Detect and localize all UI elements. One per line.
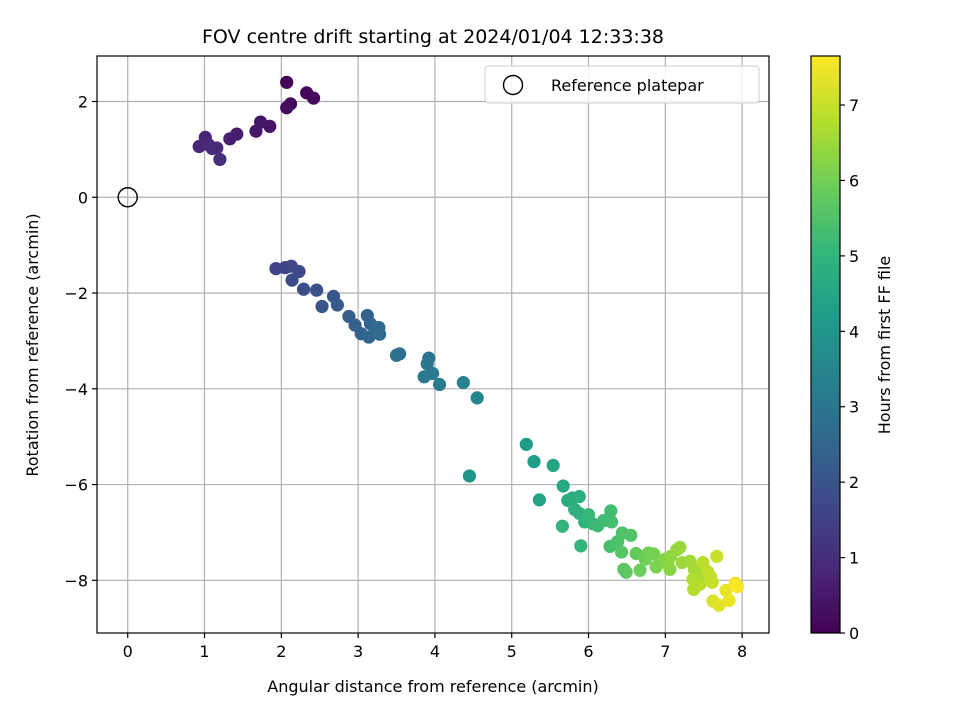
scatter-point <box>280 101 294 115</box>
scatter-point <box>619 565 633 579</box>
scatter-point <box>527 454 541 469</box>
scatter-point <box>633 563 647 577</box>
colorbar-tick-label: 3 <box>849 398 859 417</box>
colorbar-gradient <box>811 56 840 633</box>
x-tick-label: 6 <box>583 642 593 661</box>
scatter-point <box>249 124 263 138</box>
y-tick-label: −2 <box>64 284 88 303</box>
y-tick-label: 0 <box>78 188 88 207</box>
scatter-point <box>306 91 321 105</box>
colorbar-tick-label: 1 <box>849 549 859 568</box>
scatter-point <box>330 298 344 312</box>
y-tick-label: −6 <box>64 476 88 495</box>
scatter-point <box>456 375 470 390</box>
scatter-point <box>673 540 687 554</box>
reference-platepar-marker <box>117 187 138 208</box>
x-tick-label: 2 <box>276 642 286 661</box>
colorbar-tick-label: 2 <box>849 473 859 492</box>
scatter-point <box>432 377 447 392</box>
scatter-point <box>470 391 484 405</box>
x-axis-label: Angular distance from reference (arcmin) <box>267 677 598 696</box>
colorbar-tick-label: 0 <box>849 624 859 643</box>
scatter-point <box>722 593 736 608</box>
scatter-point <box>604 504 618 518</box>
scatter-point <box>310 283 324 297</box>
colorbar-tick-label: 6 <box>849 171 859 190</box>
scatter-point <box>285 273 299 287</box>
scatter-point <box>555 519 570 533</box>
y-axis-label: Rotation from reference (arcmin) <box>23 213 42 476</box>
colorbar: 0 1 2 3 4 5 6 7 <box>810 55 859 643</box>
x-axis-ticks: 0 1 2 3 4 5 6 7 8 <box>123 633 747 661</box>
y-tick-label: −8 <box>64 571 88 590</box>
scatter-point <box>280 75 294 89</box>
scatter-point <box>693 577 707 591</box>
scatter-point <box>519 437 533 451</box>
scatter-point <box>532 493 546 507</box>
plot-area: 0 1 2 3 4 5 6 7 8 −8 −6 −4 −2 0 2 <box>64 55 770 661</box>
x-tick-label: 4 <box>430 642 440 661</box>
colorbar-tick-label: 5 <box>849 247 859 266</box>
legend: Reference platepar <box>484 65 760 104</box>
x-tick-label: 1 <box>199 642 209 661</box>
scatter-points <box>192 75 745 612</box>
legend-entry-reference-platepar: Reference platepar <box>551 76 704 95</box>
scatter-point <box>604 515 619 529</box>
colorbar-tick-label: 4 <box>849 322 859 341</box>
scatter-point <box>213 152 227 167</box>
scatter-point <box>392 347 407 361</box>
legend-box <box>484 65 760 104</box>
scatter-point <box>710 549 724 563</box>
plot-frame <box>96 55 770 634</box>
scatter-point <box>705 575 719 589</box>
scatter-point <box>420 357 434 371</box>
x-tick-label: 3 <box>353 642 363 661</box>
colorbar-label: Hours from first FF file <box>875 256 894 435</box>
x-tick-label: 5 <box>507 642 517 661</box>
scatter-point <box>730 579 745 594</box>
y-tick-label: −4 <box>64 380 88 399</box>
scatter-point <box>426 366 440 381</box>
x-tick-label: 0 <box>123 642 133 661</box>
scatter-point <box>624 528 638 542</box>
scatter-point <box>556 479 570 493</box>
scatter-point <box>223 132 237 146</box>
y-axis-ticks: −8 −6 −4 −2 0 2 <box>64 92 97 590</box>
x-tick-label: 8 <box>737 642 747 661</box>
scatter-point <box>373 327 387 341</box>
chart-title: FOV centre drift starting at 2024/01/04 … <box>202 26 664 48</box>
legend-marker-icon <box>502 74 524 96</box>
colorbar-tick-label: 7 <box>849 96 859 115</box>
scatter-point <box>574 539 588 553</box>
scatter-point <box>663 562 677 576</box>
x-tick-label: 7 <box>660 642 670 661</box>
grid <box>97 56 769 633</box>
colorbar-ticks: 0 1 2 3 4 5 6 7 <box>840 96 859 643</box>
scatter-point <box>712 598 726 612</box>
scatter-point <box>614 545 629 559</box>
reference-marker-group <box>117 187 138 208</box>
scatter-point <box>462 469 477 483</box>
scatter-point <box>572 489 586 504</box>
scatter-point <box>546 458 560 473</box>
scatter-point <box>719 583 733 597</box>
colorbar-frame <box>810 55 841 634</box>
scatter-point <box>210 141 224 155</box>
scatter-point <box>296 282 311 296</box>
scatter-point <box>315 299 329 314</box>
y-tick-label: 2 <box>78 92 88 111</box>
